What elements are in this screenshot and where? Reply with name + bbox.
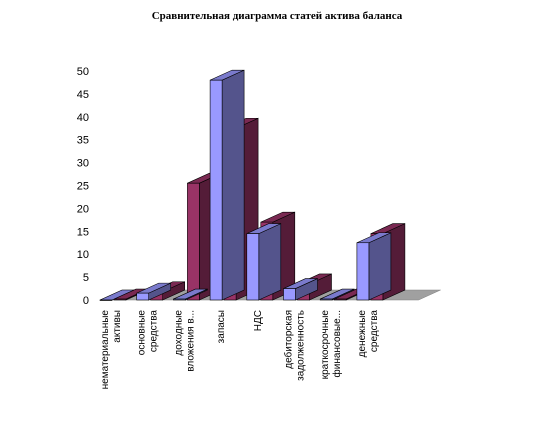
bar-side xyxy=(221,69,245,301)
x-tick-label: НДС xyxy=(253,310,264,331)
bar-front xyxy=(356,242,370,301)
bar-front xyxy=(136,292,149,301)
bar-front xyxy=(319,298,333,301)
x-tick-label-line: доходные xyxy=(173,310,184,356)
bar-front xyxy=(333,298,347,301)
bar-side xyxy=(258,223,282,301)
y-tick-label: 30 xyxy=(77,158,89,170)
bars xyxy=(99,69,406,301)
x-tick-label: краткосрочныефинансовые... xyxy=(320,310,343,380)
bar-front xyxy=(187,182,200,301)
x-tick-label-line: краткосрочные xyxy=(320,310,331,380)
x-tick-label: денежныесредства xyxy=(357,310,380,358)
x-tick-label-line: средства xyxy=(149,310,160,353)
x-tick-label-line: финансовые... xyxy=(331,310,343,378)
bar-series-1 xyxy=(356,232,392,301)
y-tick-label: 40 xyxy=(77,112,89,124)
x-tick-label-line: нематериальные xyxy=(100,310,111,390)
x-tick-label: дебиторскаязадолженность xyxy=(283,310,307,381)
y-tick-label: 50 xyxy=(77,66,89,78)
bar-front xyxy=(113,298,127,301)
x-axis-labels: нематериальныеактивы основныесредства дохо… xyxy=(100,310,380,390)
y-tick-label: 35 xyxy=(77,135,89,147)
x-tick-label: доходныевложения в... xyxy=(173,310,196,372)
x-tick-label-line: запасы xyxy=(216,310,227,343)
bar-series-1 xyxy=(136,282,171,301)
chart-title: Сравнительная диаграмма статей актива ба… xyxy=(151,10,403,22)
x-tick-label-line: денежные xyxy=(357,310,368,358)
bar-series-1 xyxy=(209,69,245,301)
x-tick-label-line: активы xyxy=(112,310,123,343)
y-tick-label: 5 xyxy=(83,272,89,284)
bar-series-1 xyxy=(319,288,355,301)
x-tick-label: основныесредства xyxy=(137,310,160,356)
y-tick-label: 25 xyxy=(77,181,89,193)
bar-front xyxy=(173,298,186,301)
y-axis: 0 5 10 15 20 25 30 35 40 45 50 xyxy=(77,66,89,307)
x-tick-label: запасы xyxy=(216,310,227,343)
bar-series-1 xyxy=(283,278,318,301)
y-tick-label: 0 xyxy=(83,295,89,307)
x-tick-label: нематериальныеактивы xyxy=(100,310,123,390)
bar-front xyxy=(246,233,260,301)
y-tick-label: 20 xyxy=(77,203,89,215)
x-tick-label-line: задолженность xyxy=(296,310,307,381)
bar-front xyxy=(283,288,296,301)
bar-front xyxy=(209,79,223,301)
x-tick-label-line: вложения в... xyxy=(185,310,196,372)
x-tick-label-line: основные xyxy=(137,310,148,356)
bar-series-1 xyxy=(99,289,135,301)
x-tick-label-line: средства xyxy=(369,310,380,353)
x-tick-label-line: дебиторская xyxy=(283,310,295,369)
y-tick-label: 45 xyxy=(77,89,89,101)
y-tick-label: 10 xyxy=(77,249,89,261)
bar-series-1 xyxy=(173,288,208,301)
bar-side xyxy=(368,232,392,301)
bar-front xyxy=(99,299,113,301)
y-tick-label: 15 xyxy=(77,226,89,238)
bar-series-1 xyxy=(246,223,282,301)
x-tick-label-line: НДС xyxy=(253,310,264,331)
